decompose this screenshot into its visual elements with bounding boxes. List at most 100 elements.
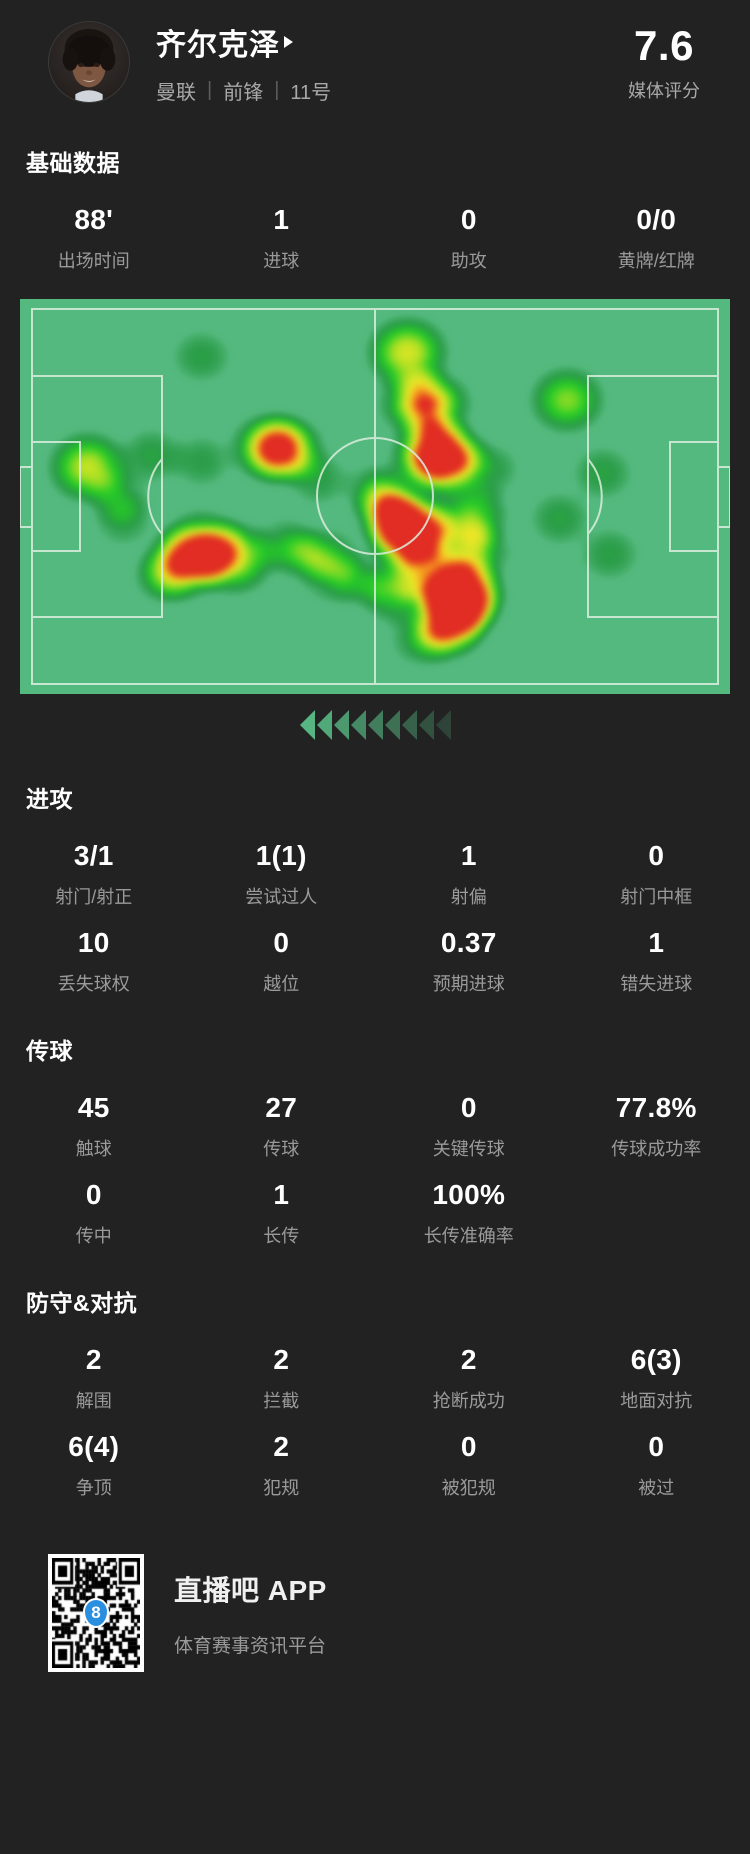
stat-cell: 0 关键传球 [375,1086,563,1173]
stat-value: 0 [648,1431,665,1462]
section-title-basic: 基础数据 [26,150,120,176]
section-title-attack: 进攻 [26,786,73,812]
stat-label: 解围 [75,1391,112,1411]
stat-label: 预期进球 [432,974,505,994]
stat-cell: 2 解围 [0,1338,188,1425]
chevron-left-icon [333,710,349,740]
chevron-left-icon [367,710,383,740]
play-caret-icon [284,35,293,48]
app-promo-footer: 8 直播吧 APP 体育赛事资讯平台 [0,1512,750,1672]
stat-row: 0 传中 1 长传 100% 长传准确率 [0,1173,750,1260]
chevron-left-icon [435,710,451,740]
stat-value: 0 [460,204,477,235]
stat-cell: 10 丢失球权 [0,921,188,1008]
stat-value: 6(3) [630,1344,682,1375]
stat-value: 1 [460,840,477,871]
stat-label: 射门/射正 [55,887,133,907]
stat-label: 助攻 [450,251,487,271]
stat-cell-empty [563,1173,750,1260]
section-passing: 传球 45 触球 27 传球 0 关键传球 77.8% 传球成功率 0 传中 [0,1008,750,1260]
stat-cell: 3/1 射门/射正 [0,834,188,921]
stat-cell: 1(1) 尝试过人 [188,834,376,921]
stat-value: 0 [85,1179,102,1210]
stat-label: 射偏 [450,887,487,907]
stat-value: 2 [85,1344,102,1375]
section-attack: 进攻 3/1 射门/射正 1(1) 尝试过人 1 射偏 0 射门中框 10 丢失… [0,756,750,1008]
stat-label: 进球 [263,251,300,271]
pitch-lines [20,308,730,685]
stat-cell: 0.37 预期进球 [375,921,563,1008]
stat-cell: 0 助攻 [375,198,563,285]
app-info: 直播吧 APP 体育赛事资讯平台 [174,1569,327,1658]
app-name: 直播吧 APP [174,1574,327,1606]
stat-cell: 0 射门中框 [563,834,750,921]
stat-label: 触球 [75,1139,112,1159]
team-name: 曼联 [156,81,196,104]
player-name-row[interactable]: 齐尔克泽 [156,20,628,64]
player-header: 齐尔克泽 曼联 | 前锋 | 11号 7.6 媒体评分 [0,0,750,120]
rating-value: 7.6 [634,21,694,69]
chevron-left-icon [299,710,315,740]
chevron-left-icon [418,710,434,740]
stat-label: 传中 [75,1226,112,1246]
player-name: 齐尔克泽 [156,28,280,62]
stat-value: 0/0 [636,204,677,235]
stat-value: 0 [460,1431,477,1462]
stat-label: 出场时间 [57,251,130,271]
stat-value: 10 [77,927,110,958]
chevron-left-icon [350,710,366,740]
stat-value: 3/1 [73,840,114,871]
stat-cell: 77.8% 传球成功率 [563,1086,750,1173]
section-defence: 防守&对抗 2 解围 2 拦截 2 抢断成功 6(3) 地面对抗 6(4) 争顶 [0,1260,750,1512]
stat-label: 争顶 [75,1478,112,1498]
heatmap-container [0,285,750,756]
stat-label: 抢断成功 [432,1391,505,1411]
stat-cell: 27 传球 [188,1086,376,1173]
stat-value: 88' [74,204,114,235]
stat-label: 长传准确率 [423,1226,514,1246]
section-title-defence: 防守&对抗 [26,1290,138,1316]
player-meta: 曼联 | 前锋 | 11号 [156,76,628,105]
stat-cell: 0 越位 [188,921,376,1008]
avatar[interactable] [48,21,130,103]
stat-cell: 0 传中 [0,1173,188,1260]
player-identity: 齐尔克泽 曼联 | 前锋 | 11号 [156,20,628,105]
stat-label: 尝试过人 [245,887,318,907]
stat-value: 0 [648,840,665,871]
qr-code-icon[interactable]: 8 [48,1554,144,1672]
stat-cell: 88' 出场时间 [0,198,188,285]
player-position: 前锋 [223,81,264,104]
stat-cell: 0/0 黄牌/红牌 [563,198,750,285]
media-rating: 7.6 媒体评分 [628,22,726,103]
stat-cell: 6(4) 争顶 [0,1425,188,1512]
stat-cell: 1 长传 [188,1173,376,1260]
section-basic: 基础数据 88' 出场时间 1 进球 0 助攻 0/0 黄牌/红牌 [0,120,750,285]
shirt-number: 11号 [290,81,332,104]
stat-label: 关键传球 [432,1139,505,1159]
stat-value: 100% [432,1179,506,1210]
stat-value: 2 [273,1344,290,1375]
stat-value: 2 [273,1431,290,1462]
stat-label: 丢失球权 [57,974,130,994]
stat-cell: 1 进球 [188,198,376,285]
meta-separator-1: | [207,78,213,101]
stat-label: 错失进球 [620,974,693,994]
stat-value: 77.8% [615,1092,697,1123]
qr-badge: 8 [83,1598,109,1628]
stat-row: 10 丢失球权 0 越位 0.37 预期进球 1 错失进球 [0,921,750,1008]
stat-label: 被过 [638,1478,675,1498]
stat-row: 6(4) 争顶 2 犯规 0 被犯规 0 被过 [0,1425,750,1512]
stat-cell: 2 抢断成功 [375,1338,563,1425]
stat-label: 传球成功率 [611,1139,702,1159]
stat-row: 3/1 射门/射正 1(1) 尝试过人 1 射偏 0 射门中框 [0,834,750,921]
stat-cell: 0 被犯规 [375,1425,563,1512]
player-heatmap[interactable] [20,299,730,694]
stat-cell: 2 拦截 [188,1338,376,1425]
stat-label: 射门中框 [620,887,693,907]
attack-direction-arrows [20,694,730,756]
stat-label: 被犯规 [441,1478,496,1498]
stat-cell: 2 犯规 [188,1425,376,1512]
stat-label: 黄牌/红牌 [617,251,695,271]
stat-value: 1 [273,204,290,235]
